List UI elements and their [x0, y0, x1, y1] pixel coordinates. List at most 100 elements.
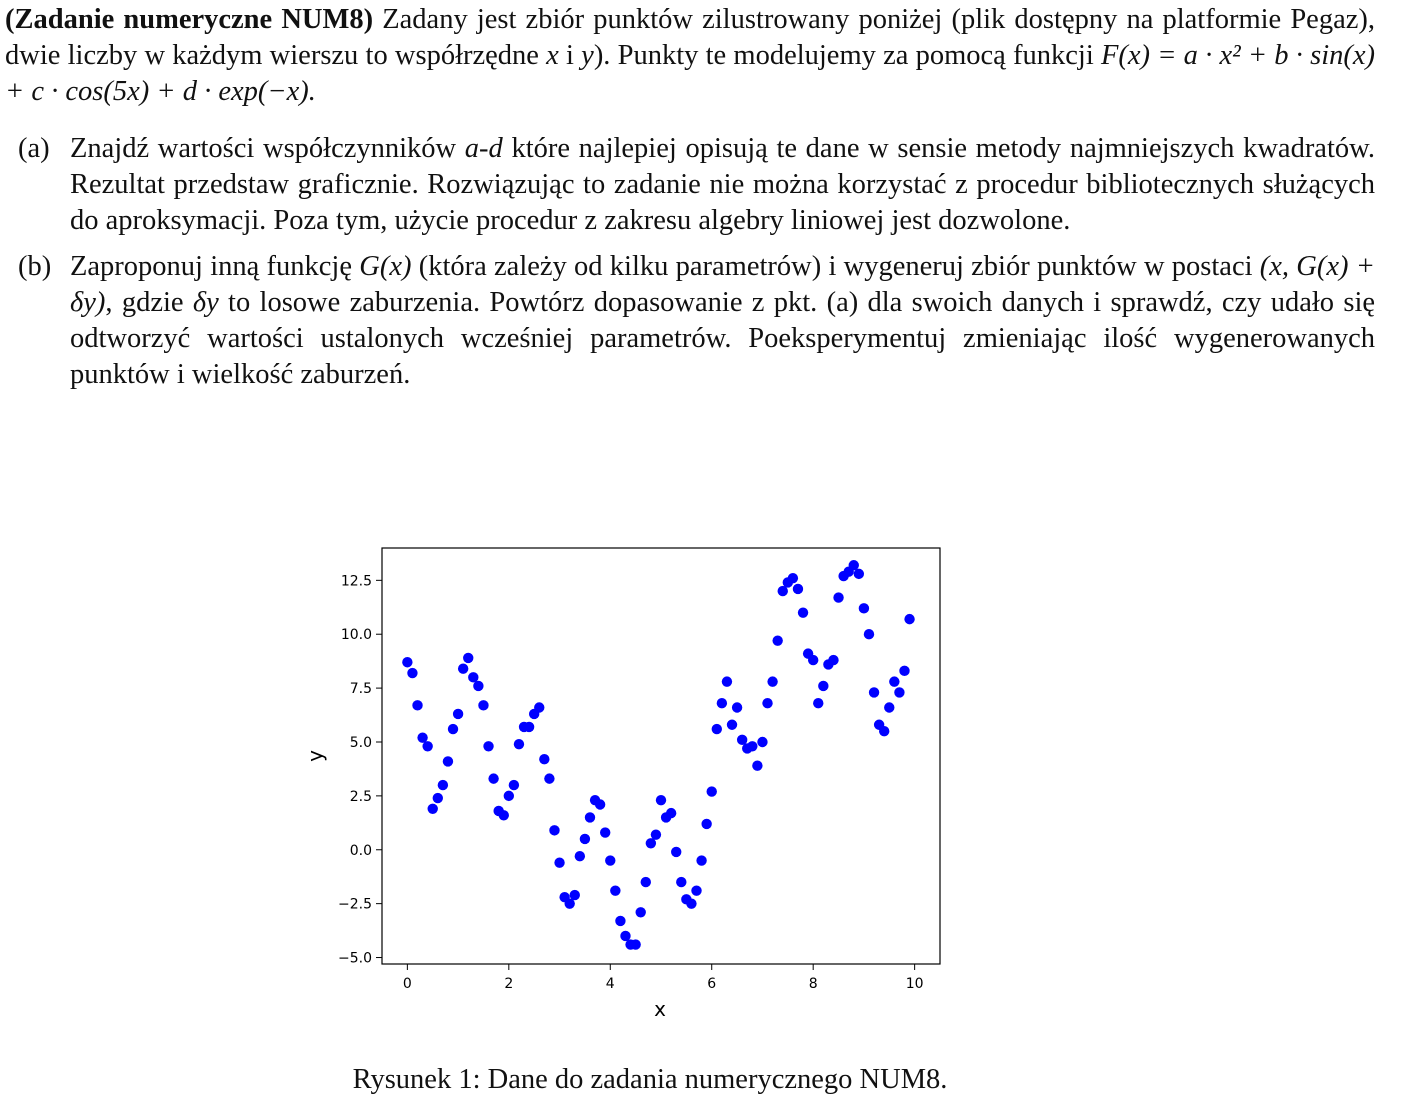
data-point — [807, 654, 819, 666]
data-point — [468, 672, 479, 683]
data-point — [513, 738, 525, 750]
data-point — [772, 635, 783, 646]
subtask-a-text-1: Znajdź wartości współczynników — [70, 133, 465, 164]
data-point — [574, 851, 586, 862]
coefficient-range: a-d — [464, 133, 503, 164]
data-point — [858, 603, 870, 614]
delta-y: δy — [192, 287, 219, 318]
data-point — [868, 687, 880, 698]
x-tick-label: 2 — [504, 976, 513, 992]
data-point — [752, 760, 763, 771]
data-point — [620, 930, 631, 942]
x-tick-label: 10 — [906, 976, 924, 992]
data-point — [762, 697, 773, 709]
data-point — [645, 838, 657, 849]
problem-text: (Zadanie numeryczne NUM8) Zadany jest zb… — [5, 2, 1375, 403]
data-point — [600, 827, 611, 838]
data-point — [417, 732, 428, 743]
data-point — [879, 726, 890, 737]
subtask-b-text-4: to losowe zaburzenia. Powtórz dopasowani… — [70, 287, 1376, 390]
y-tick-label: −2.5 — [338, 897, 372, 913]
x-tick-label: 8 — [809, 976, 818, 992]
data-point — [711, 723, 722, 735]
problem-intro: (Zadanie numeryczne NUM8) Zadany jest zb… — [5, 2, 1375, 110]
data-point — [635, 907, 646, 918]
subtask-b-text-3: , gdzie — [105, 287, 193, 318]
data-point — [478, 700, 489, 711]
data-point — [721, 676, 733, 687]
data-point — [569, 889, 580, 901]
figure-caption: Rysunek 1: Dane do zadania numerycznego … — [352, 1064, 948, 1095]
data-point — [605, 855, 616, 866]
data-point — [488, 773, 499, 784]
data-point — [508, 779, 520, 791]
x-axis-label: x — [654, 997, 666, 1021]
data-point — [452, 708, 464, 720]
var-y: y — [581, 40, 594, 71]
data-point — [747, 741, 758, 752]
subtask-a-label: (a) — [18, 133, 50, 164]
data-point — [676, 876, 687, 888]
subtask-b-label: (b) — [18, 251, 52, 282]
data-point — [594, 799, 606, 810]
data-point — [731, 702, 743, 713]
point-form: (x, G(x) + δy) — [70, 251, 1375, 318]
data-point — [407, 667, 418, 679]
data-point — [534, 702, 545, 713]
data-point — [630, 939, 641, 950]
problem-heading: (Zadanie numeryczne NUM8) — [5, 4, 374, 35]
data-point — [523, 721, 535, 733]
data-point — [884, 702, 895, 713]
data-point — [665, 807, 677, 819]
subtask-a: (a) Znajdź wartości współczynników a-d k… — [5, 131, 1375, 239]
data-points — [402, 560, 915, 950]
data-point — [402, 657, 413, 668]
y-tick-label: 7.5 — [350, 681, 372, 697]
y-tick-label: 0.0 — [350, 843, 372, 859]
data-point — [447, 723, 459, 735]
data-point — [787, 572, 799, 584]
data-point — [828, 654, 839, 666]
subtask-b-text-2: (która zależy od kilku parametrów) i wyg… — [411, 251, 1260, 282]
data-point — [696, 855, 707, 866]
data-point — [610, 885, 621, 896]
data-point — [904, 613, 915, 625]
subtask-a-text-2: które najlepiej opisują te dane w sensie… — [70, 133, 1375, 236]
data-point — [736, 734, 748, 746]
data-point — [483, 741, 494, 752]
data-point — [615, 915, 626, 927]
data-point — [853, 568, 865, 580]
scatter-plot: −5.0 −2.5 0.0 2.5 5.0 7.5 10.0 12.5 0 2 4 6 8 10 x y — [303, 547, 941, 1021]
data-point — [584, 812, 596, 823]
x-axis: 0 2 4 6 8 10 — [403, 964, 924, 992]
data-point — [777, 585, 788, 597]
data-point — [457, 663, 469, 674]
x-tick-label: 4 — [606, 976, 615, 992]
data-point — [650, 829, 662, 840]
model-formula: F(x) = a · x² + b · sin(x) + c · cos(5x)… — [5, 40, 1375, 107]
data-point — [473, 680, 484, 692]
data-point — [564, 898, 575, 909]
data-point — [463, 652, 474, 664]
data-point — [442, 756, 454, 767]
y-axis-label: y — [303, 750, 327, 762]
data-point — [432, 792, 443, 804]
subtask-b-text-1: Zaproponuj inną funkcję — [70, 251, 360, 282]
data-point — [701, 818, 712, 830]
data-point — [767, 676, 778, 687]
data-point — [686, 898, 697, 909]
data-point — [549, 825, 560, 836]
data-point — [498, 810, 509, 821]
data-point — [797, 607, 809, 618]
function-g: G(x) — [359, 251, 412, 282]
data-point — [554, 857, 565, 868]
data-point — [412, 700, 423, 711]
data-point — [503, 790, 515, 802]
y-tick-label: 2.5 — [350, 789, 372, 805]
data-point — [813, 697, 824, 709]
data-point — [539, 754, 550, 765]
data-point — [863, 629, 875, 640]
data-point — [427, 803, 438, 815]
subtask-list: (a) Znajdź wartości współczynników a-d k… — [5, 131, 1375, 393]
data-point — [706, 786, 717, 797]
